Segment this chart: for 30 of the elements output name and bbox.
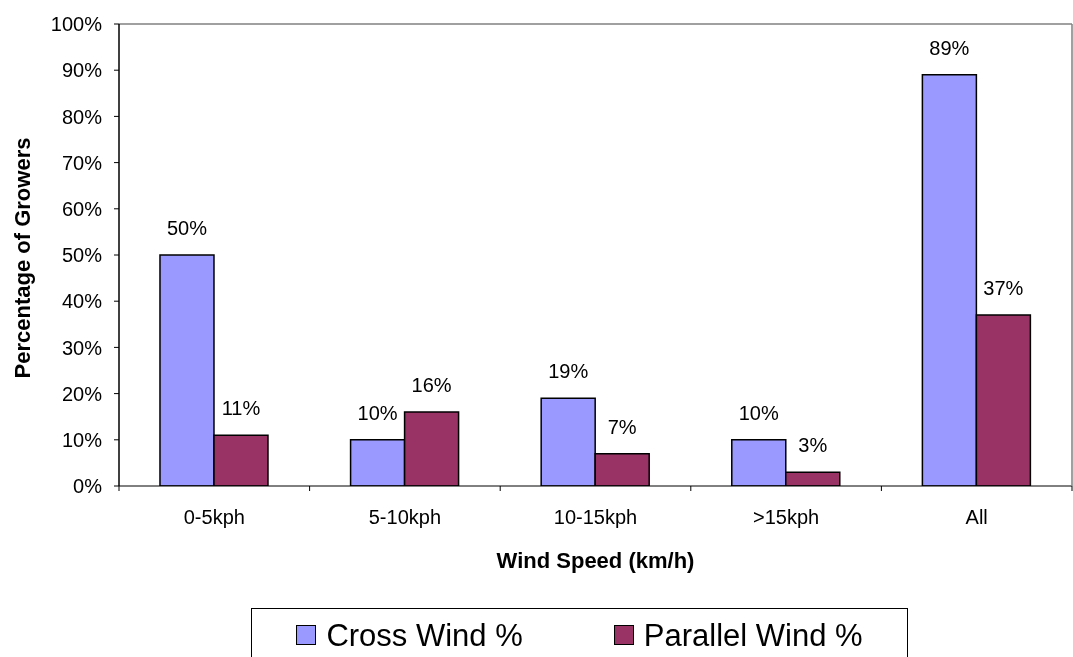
y-tick-label: 90%	[61, 59, 103, 82]
data-label: 7%	[607, 415, 637, 438]
y-tick-label: 50%	[61, 244, 103, 267]
data-label: 3%	[798, 434, 828, 457]
data-label: 50%	[166, 217, 208, 239]
legend-label: Cross Wind %	[326, 617, 523, 653]
y-tick-label: 70%	[61, 151, 103, 174]
x-tick-label: 5-10kph	[368, 506, 442, 528]
x-tick-label: >15kph	[753, 506, 820, 528]
data-label: 89%	[929, 36, 970, 59]
y-tick-label: 80%	[61, 105, 103, 128]
x-axis-title: Wind Speed (km/h)	[496, 548, 695, 573]
data-label: 10%	[357, 401, 398, 424]
y-tick-label: 60%	[61, 197, 103, 220]
data-label: 10%	[738, 401, 780, 424]
data-label: 11%	[221, 397, 261, 420]
y-tick-label: 0%	[73, 475, 103, 498]
y-axis-title: Percentage of Growers	[10, 137, 35, 379]
y-tick-label: 20%	[61, 382, 103, 405]
legend-label: Parallel Wind %	[643, 617, 863, 653]
y-tick-label: 100%	[50, 13, 103, 36]
y-tick-label: 30%	[61, 336, 103, 359]
x-tick-label: 10-15kph	[553, 506, 638, 528]
x-tick-label: All	[965, 506, 988, 528]
y-tick-label: 40%	[61, 290, 103, 313]
y-tick-label: 10%	[61, 428, 103, 451]
x-tick-label: 0-5kph	[183, 506, 245, 528]
data-label: 16%	[411, 374, 452, 397]
data-label: 37%	[983, 277, 1024, 300]
data-label: 19%	[548, 360, 589, 383]
